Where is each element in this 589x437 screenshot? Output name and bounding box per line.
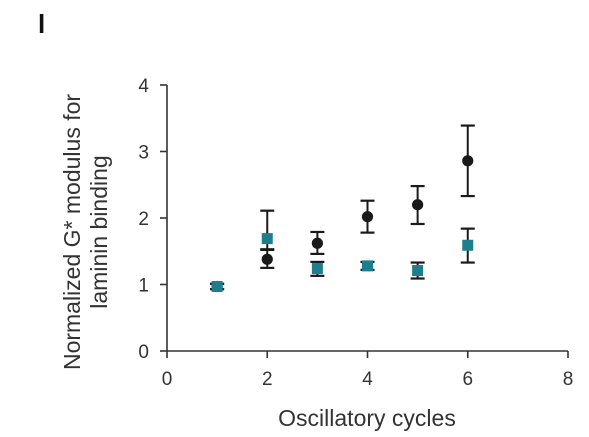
error-bars xyxy=(210,124,475,291)
x-tick-label: 0 xyxy=(162,369,173,390)
x-tick-label: 6 xyxy=(462,369,473,390)
y-tick-label: 3 xyxy=(138,143,149,164)
x-axis-title: Oscillatory cycles xyxy=(278,405,456,431)
square-point xyxy=(462,239,474,251)
square-point xyxy=(362,260,373,272)
y-tick-label: 4 xyxy=(138,76,149,97)
panel-label: l xyxy=(38,9,45,39)
circle-point xyxy=(261,253,273,265)
circle-point xyxy=(462,155,474,167)
y-axis-title-line: Normalized G* modulus for xyxy=(59,94,85,370)
circle-point xyxy=(361,211,374,223)
data-points xyxy=(211,155,474,293)
x-tick-label: 2 xyxy=(262,369,273,390)
y-axis-title: Normalized G* modulus forlaminin binding xyxy=(59,94,112,370)
x-tick-label: 8 xyxy=(563,369,574,390)
y-tick-label: 1 xyxy=(138,276,149,297)
y-tick-label: 0 xyxy=(138,342,149,363)
circle-point xyxy=(412,199,424,211)
y-axis-title-line: laminin binding xyxy=(86,155,112,308)
x-tick-label: 4 xyxy=(362,369,373,390)
square-point xyxy=(261,233,273,245)
axes: 0 2 4 6 8 0 1 2 3 4 xyxy=(138,76,573,390)
square-point xyxy=(412,265,424,277)
circle-point xyxy=(311,237,323,249)
y-tick-label: 2 xyxy=(138,209,149,230)
square-point xyxy=(211,280,223,292)
square-point xyxy=(311,263,323,275)
